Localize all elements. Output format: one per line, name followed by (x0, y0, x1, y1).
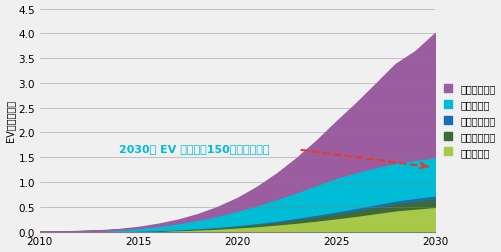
Legend: スウェーデン, ノルウェー, アイスランド, フィンランド, デンマーク: スウェーデン, ノルウェー, アイスランド, フィンランド, デンマーク (444, 84, 495, 157)
Text: 2030年 EV 導入量：150万台シナリオ: 2030年 EV 導入量：150万台シナリオ (119, 144, 270, 154)
Y-axis label: EV（百万台）: EV（百万台） (6, 100, 16, 142)
